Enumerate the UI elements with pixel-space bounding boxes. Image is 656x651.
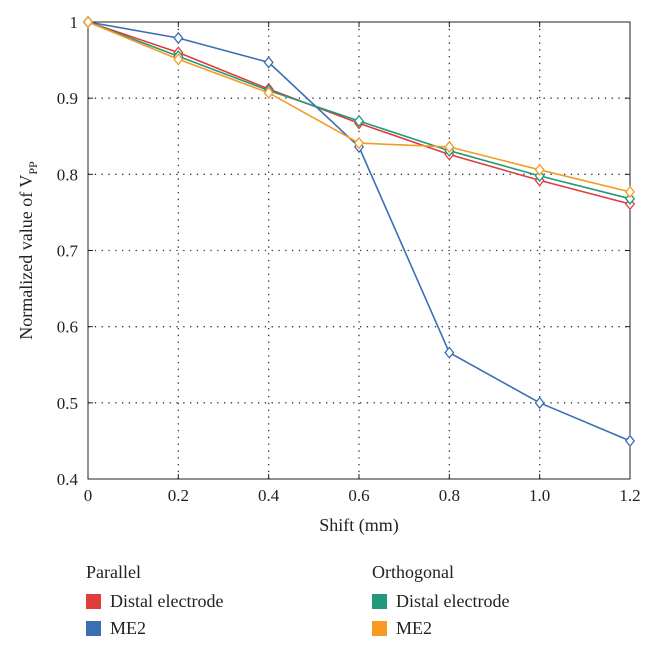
legend-item-parallel-distal: Distal electrode: [86, 588, 223, 615]
data-point-marker: [263, 56, 274, 69]
data-point-marker: [624, 192, 636, 205]
x-tick-label: 1.2: [619, 486, 640, 505]
legend-item-orthogonal-me2: ME2: [372, 615, 509, 642]
series-parallel-distal-electrode: [82, 15, 636, 211]
legend-title-parallel: Parallel: [86, 562, 141, 582]
series-layer: [82, 15, 636, 448]
data-point-marker: [263, 86, 274, 100]
legend-item-orthogonal-distal: Distal electrode: [372, 588, 509, 615]
y-axis-label-subscript: PP: [26, 161, 40, 175]
y-tick-label: 1: [70, 13, 79, 32]
data-point-marker: [173, 53, 184, 66]
legend-swatch-parallel-distal: [86, 594, 101, 609]
data-point-marker: [173, 31, 184, 45]
legend-label-orthogonal-me2: ME2: [396, 618, 432, 638]
series-orthogonal-distal-electrode: [82, 15, 636, 205]
legend-swatch-orthogonal-me2: [372, 621, 387, 636]
x-tick-label: 0.6: [348, 486, 369, 505]
legend-title-orthogonal: Orthogonal: [372, 562, 454, 582]
data-point-marker: [624, 185, 636, 199]
data-point-marker: [534, 163, 545, 176]
series-orthogonal-me2: [82, 15, 636, 199]
series-line: [87, 21, 631, 193]
x-tick-label: 0.4: [258, 486, 280, 505]
data-point-marker: [82, 15, 94, 29]
axis-ticks: 0 0.2 0.4 0.6 0.8 1.0 1.2 0.4 0.5 0.6 0.7 0.8 0.9 1: [57, 13, 641, 505]
y-axis-label: Normalized value of VPP: [16, 161, 40, 340]
y-tick-label: 0.9: [57, 89, 78, 108]
legend-label-orthogonal-distal: Distal electrode: [396, 591, 510, 611]
legend-swatch-orthogonal-distal: [372, 594, 387, 609]
data-point-marker: [353, 136, 365, 150]
legend: Parallel Distal electrode ME2 Orthogonal…: [0, 560, 656, 650]
y-tick-label: 0.4: [57, 470, 79, 489]
line-chart: 0 0.2 0.4 0.6 0.8 1.0 1.2 0.4 0.5 0.6 0.7 0.8 0.9 1 S…: [16, 13, 641, 536]
data-point-marker: [444, 140, 455, 154]
x-axis-label: Shift (mm): [319, 515, 399, 536]
data-point-marker: [534, 396, 545, 410]
data-point-marker: [353, 114, 365, 128]
series-parallel-me2: [82, 15, 636, 448]
data-point-marker: [444, 346, 455, 359]
legend-swatch-parallel-me2: [86, 621, 101, 636]
grid-lines: [88, 22, 630, 479]
x-tick-label: 0: [84, 486, 93, 505]
x-tick-label: 0.8: [439, 486, 460, 505]
y-axis-label-main: Normalized value of V: [16, 175, 36, 340]
legend-group-parallel: Parallel Distal electrode ME2: [86, 560, 223, 642]
legend-group-orthogonal: Orthogonal Distal electrode ME2: [372, 560, 509, 642]
y-tick-label: 0.7: [57, 242, 79, 261]
x-tick-label: 1.0: [529, 486, 550, 505]
x-tick-label: 0.2: [168, 486, 189, 505]
y-tick-label: 0.8: [57, 165, 78, 184]
data-point-marker: [624, 434, 636, 448]
legend-label-parallel-distal: Distal electrode: [110, 591, 224, 611]
y-tick-label: 0.6: [57, 318, 78, 337]
legend-label-parallel-me2: ME2: [110, 618, 146, 638]
y-tick-label: 0.5: [57, 394, 78, 413]
series-line: [87, 21, 631, 442]
legend-item-parallel-me2: ME2: [86, 615, 223, 642]
